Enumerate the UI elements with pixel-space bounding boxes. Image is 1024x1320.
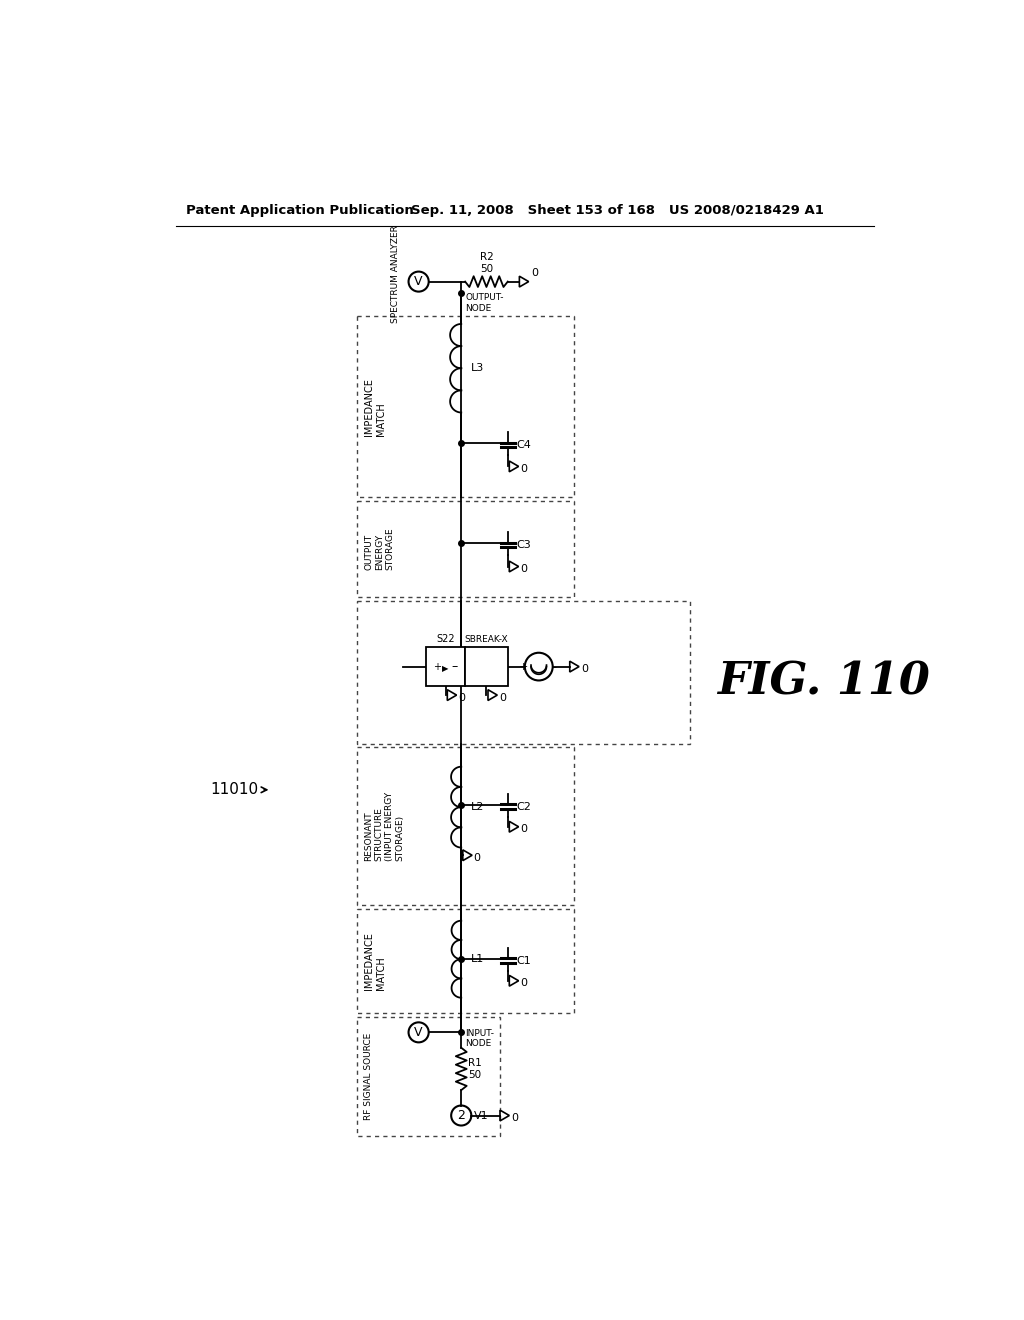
Text: 0: 0 bbox=[582, 664, 589, 675]
Text: IMPEDANCE
MATCH: IMPEDANCE MATCH bbox=[365, 378, 386, 436]
Bar bbox=[465, 647, 508, 686]
Bar bbox=[356, 317, 573, 498]
Text: 0: 0 bbox=[520, 978, 527, 989]
Text: +: + bbox=[432, 661, 440, 672]
Text: OUTPUT
ENERGY
STORAGE: OUTPUT ENERGY STORAGE bbox=[365, 528, 394, 570]
Text: V: V bbox=[415, 1026, 423, 1039]
Text: –: – bbox=[452, 660, 458, 673]
Text: INPUT-
NODE: INPUT- NODE bbox=[465, 1028, 495, 1048]
Text: L1: L1 bbox=[471, 954, 483, 964]
Text: 0: 0 bbox=[458, 693, 465, 702]
Text: C1: C1 bbox=[516, 956, 531, 966]
Text: 0: 0 bbox=[499, 693, 506, 702]
Text: 0: 0 bbox=[520, 465, 527, 474]
Text: C2: C2 bbox=[516, 801, 531, 812]
Bar bbox=[356, 601, 690, 743]
Text: IMPEDANCE
MATCH: IMPEDANCE MATCH bbox=[365, 932, 386, 990]
Text: 0: 0 bbox=[520, 564, 527, 574]
Text: L2: L2 bbox=[471, 803, 484, 812]
Text: -: - bbox=[552, 661, 556, 672]
Text: ▶: ▶ bbox=[442, 664, 449, 673]
Text: C3: C3 bbox=[516, 540, 531, 550]
Text: SPECTRUM ANALYZER: SPECTRUM ANALYZER bbox=[391, 224, 400, 323]
Text: Patent Application Publication: Patent Application Publication bbox=[186, 205, 414, 218]
Text: +: + bbox=[518, 661, 528, 672]
Text: OUTPUT-
NODE: OUTPUT- NODE bbox=[465, 293, 504, 313]
Text: SBREAK-X: SBREAK-X bbox=[465, 635, 508, 644]
Text: FIG. 110: FIG. 110 bbox=[717, 660, 930, 704]
Text: C4: C4 bbox=[516, 440, 531, 450]
Text: 11010: 11010 bbox=[210, 783, 258, 797]
Bar bbox=[356, 909, 573, 1014]
Text: S22: S22 bbox=[436, 634, 455, 644]
Text: RF SIGNAL SOURCE: RF SIGNAL SOURCE bbox=[365, 1034, 374, 1121]
Bar bbox=[426, 647, 465, 686]
Bar bbox=[356, 502, 573, 597]
Text: Sep. 11, 2008   Sheet 153 of 168   US 2008/0218429 A1: Sep. 11, 2008 Sheet 153 of 168 US 2008/0… bbox=[411, 205, 823, 218]
Text: 2: 2 bbox=[458, 1109, 465, 1122]
Text: V1: V1 bbox=[474, 1110, 488, 1121]
Text: 0: 0 bbox=[531, 268, 538, 277]
Bar bbox=[356, 1016, 500, 1137]
Text: R2
50: R2 50 bbox=[479, 252, 494, 275]
Text: 0: 0 bbox=[511, 1113, 518, 1123]
Bar bbox=[356, 747, 573, 906]
Text: 0: 0 bbox=[520, 825, 527, 834]
Text: V: V bbox=[415, 275, 423, 288]
Text: 0: 0 bbox=[474, 853, 480, 863]
Text: L3: L3 bbox=[471, 363, 483, 374]
Text: RESONANT
STRUCTURE
(INPUT ENERGY
STORAGE): RESONANT STRUCTURE (INPUT ENERGY STORAGE… bbox=[365, 792, 404, 861]
Text: R1
50: R1 50 bbox=[468, 1059, 482, 1080]
